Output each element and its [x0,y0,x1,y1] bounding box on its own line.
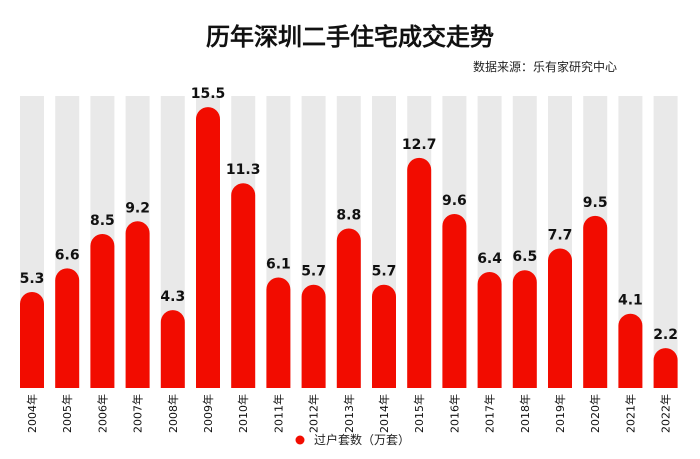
x-tick-label-9: 2012年 [307,394,321,433]
x-tick-labels: 2004年 2005年 2006年 2007年 2008年 2009年 2010年 2011年… [25,394,673,433]
bar-8 [266,277,291,388]
x-tick-label-14: 2017年 [483,394,497,433]
legend: 过户套数（万套） [295,432,410,447]
value-label-2: 6.6 [55,247,80,263]
value-label-13: 9.6 [442,193,467,209]
value-label-4: 9.2 [125,200,150,216]
value-labels: 5.3 6.6 8.5 9.2 4.3 15.5 11.3 6.1 5.7 8.8 5.7 12.7 9… [20,86,678,343]
value-label-9: 5.7 [301,264,326,280]
x-tick-label-19: 2022年 [659,394,673,433]
chart-title: 历年深圳二手住宅成交走势 [206,23,494,51]
x-tick-label-6: 2009年 [201,394,215,433]
bar-16 [548,248,572,388]
bar-9 [301,284,326,388]
value-label-15: 6.5 [512,249,537,265]
x-tick-label-4: 2007年 [131,394,145,433]
x-tick-label-18: 2021年 [623,394,637,433]
x-tick-label-17: 2020年 [588,394,602,433]
background-column-19 [653,96,678,388]
x-tick-label-3: 2006年 [95,394,109,433]
value-label-1: 5.3 [20,271,45,287]
x-tick-label-11: 2014年 [377,394,391,433]
x-tick-label-2: 2005年 [60,394,74,433]
chart-source: 数据来源：乐有家研究中心 [473,59,617,74]
x-tick-label-15: 2018年 [518,394,532,433]
bar-6 [196,107,220,388]
value-label-17: 9.5 [583,195,608,211]
bar-13 [442,214,467,388]
x-tick-label-13: 2016年 [447,394,461,433]
bar-18 [618,313,643,388]
bar-17 [583,215,608,388]
value-label-19: 2.2 [653,327,678,343]
x-tick-label-7: 2010年 [236,394,250,433]
value-label-16: 7.7 [548,227,573,243]
bar-1 [20,291,44,388]
bar-3 [90,233,115,388]
x-tick-label-16: 2019年 [553,394,567,433]
bar-14 [477,272,502,388]
bar-5 [160,310,185,388]
bar-11 [372,284,396,388]
legend-marker [295,435,305,445]
value-label-6: 15.5 [191,86,226,102]
x-tick-label-12: 2015年 [412,394,426,433]
value-label-7: 11.3 [226,162,261,178]
x-tick-label-10: 2013年 [342,394,356,433]
bar-7 [231,183,256,388]
value-label-5: 4.3 [160,289,185,305]
value-label-8: 6.1 [266,256,291,272]
bar-10 [336,228,361,388]
value-label-12: 12.7 [402,137,437,153]
bar-2 [55,268,80,388]
value-label-10: 8.8 [336,208,361,224]
x-tick-label-8: 2011年 [271,394,285,433]
value-label-14: 6.4 [477,251,502,267]
value-label-11: 5.7 [372,264,397,280]
bar-19 [653,348,678,388]
bar-4 [125,221,150,388]
value-label-18: 4.1 [618,293,643,309]
value-label-3: 8.5 [90,213,115,229]
bar-15 [512,270,537,388]
bar-12 [407,157,432,388]
legend-label: 过户套数（万套） [314,432,410,447]
x-tick-label-5: 2008年 [166,394,180,433]
x-tick-label-1: 2004年 [25,394,39,433]
bars [20,107,678,388]
